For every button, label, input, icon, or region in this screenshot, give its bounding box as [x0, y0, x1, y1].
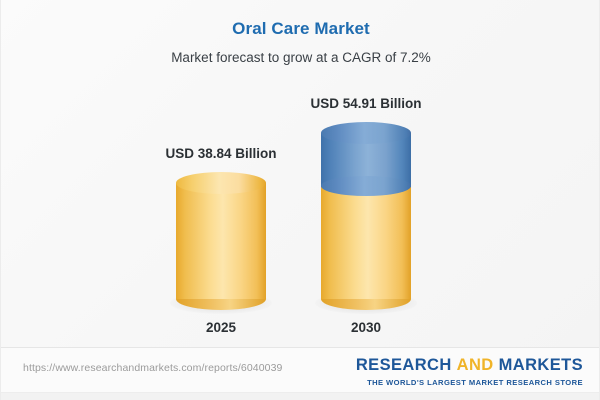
logo-tagline: THE WORLD'S LARGEST MARKET RESEARCH STOR…	[367, 378, 583, 387]
logo-word-research: RESEARCH	[355, 356, 452, 374]
bar-2025-cylinder	[176, 172, 266, 312]
bar-2025-top-ellipse	[176, 172, 266, 194]
logo-wordmark: RESEARCH AND MARKETS	[356, 356, 583, 375]
chart-header: Oral Care Market Market forecast to grow…	[1, 18, 599, 68]
chart-footer: https://www.researchandmarkets.com/repor…	[1, 347, 599, 400]
bar-2025[interactable]	[170, 0, 272, 350]
bar-2025-gold-segment	[176, 183, 266, 299]
footer-bottom-strip	[1, 392, 599, 400]
chart-title: Oral Care Market	[232, 19, 370, 38]
bar-2025-category-label: 2025	[205, 320, 237, 335]
research-and-markets-logo[interactable]: RESEARCH AND MARKETS THE WORLD'S LARGEST M…	[356, 356, 583, 388]
bar-2030-cylinder	[321, 122, 411, 312]
bar-2025-value-label: USD 38.84 Billion	[165, 146, 277, 161]
chart-plot-area: USD 38.84 Billion 2025 USD 54.91 Billion…	[1, 0, 599, 350]
bar-2030-top-ellipse	[321, 122, 411, 144]
logo-word-and: AND	[456, 356, 494, 374]
bar-2030-segment-divider-ellipse	[321, 176, 411, 196]
chart-subtitle: Market forecast to grow at a CAGR of 7.2…	[171, 50, 431, 65]
bar-2030[interactable]	[315, 0, 417, 350]
bar-2030-gold-segment	[321, 187, 411, 299]
logo-word-markets: MARKETS	[498, 356, 583, 374]
bar-2030-category-label: 2030	[350, 320, 382, 335]
bar-2030-value-label: USD 54.91 Billion	[310, 96, 422, 111]
source-url-link[interactable]: https://www.researchandmarkets.com/repor…	[23, 362, 283, 374]
